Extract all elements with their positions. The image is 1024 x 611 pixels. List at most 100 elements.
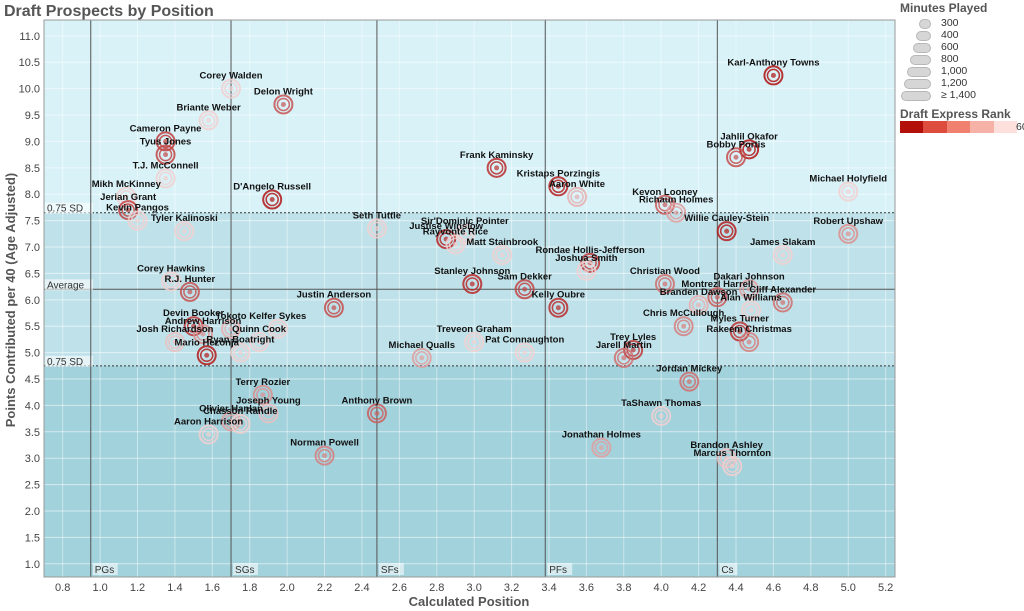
- x-tick-label: 2.6: [392, 582, 407, 594]
- y-tick-label: 11.0: [19, 31, 40, 43]
- data-point: [121, 203, 135, 217]
- data-point-ring: [161, 271, 182, 292]
- data-point-core: [269, 197, 275, 203]
- data-point: [776, 248, 790, 262]
- data-point-core: [724, 228, 730, 234]
- y-tick-label: 4.0: [25, 400, 40, 412]
- size-legend-label: 300: [941, 17, 959, 29]
- data-point-ring: [155, 144, 176, 165]
- data-point-core: [574, 194, 580, 200]
- sd-label: 0.75 SD: [47, 357, 83, 368]
- data-point-core: [172, 339, 178, 345]
- band-label-bg: [45, 202, 93, 214]
- data-point: [682, 374, 697, 389]
- data-point-ring: [772, 244, 793, 265]
- point-label: D'Angelo Russell: [233, 182, 311, 193]
- data-point-core: [200, 331, 206, 337]
- data-point-ring: [221, 78, 242, 99]
- point-label: Karl-Anthony Towns: [727, 57, 819, 68]
- data-point-core: [621, 355, 627, 361]
- data-point-core: [681, 323, 687, 329]
- rank-color-swatch: [946, 121, 971, 133]
- data-point-core: [187, 289, 193, 295]
- data-point-ring: [314, 445, 335, 466]
- position-label-bg: [233, 563, 259, 575]
- data-point-ring: [192, 324, 213, 345]
- x-tick-label: 4.0: [654, 582, 669, 594]
- data-point-core: [746, 339, 752, 345]
- legend-panel: Minutes Played 300 400 600 800 1,000 1,200 ≥ 1…: [897, 0, 1024, 140]
- data-point-ring: [262, 189, 283, 210]
- upper-band: [44, 20, 895, 213]
- size-legend-swatch: [907, 67, 931, 77]
- position-label-bg: [92, 563, 118, 575]
- data-point-ring: [716, 221, 737, 242]
- lower-band: [44, 365, 895, 577]
- point-label: Kevon Looney: [632, 187, 698, 198]
- x-tick-label: 2.4: [354, 582, 369, 594]
- data-point-ring: [739, 332, 760, 353]
- data-point: [654, 409, 668, 423]
- point-label: Sir'Dominic Pointer: [421, 216, 509, 227]
- data-point: [224, 81, 238, 96]
- sd-label: 0.75 SD: [47, 204, 83, 215]
- point-label: Alan Williams: [720, 292, 782, 303]
- data-point-core: [237, 421, 243, 427]
- data-point: [370, 406, 384, 421]
- point-label: Tokoto: [216, 311, 247, 322]
- data-point: [691, 298, 706, 312]
- point-label: Marcus Thornton: [693, 448, 771, 459]
- point-label: Terry Rozier: [235, 377, 290, 388]
- chart-title: Draft Prospects by Position: [4, 3, 214, 20]
- data-point-core: [228, 326, 234, 332]
- data-point-ring: [366, 403, 387, 424]
- data-point: [164, 274, 178, 289]
- data-point-core: [462, 231, 468, 237]
- data-point-core: [163, 152, 169, 158]
- point-label: Montrezl Harrell: [681, 279, 753, 290]
- data-point-ring: [221, 318, 242, 339]
- x-tick-label: 3.6: [579, 582, 594, 594]
- data-point-core: [746, 286, 752, 292]
- y-tick-label: 6.0: [25, 295, 40, 307]
- size-legend-label: 1,200: [941, 77, 968, 89]
- data-point: [658, 277, 672, 291]
- data-point-ring: [576, 260, 597, 281]
- data-point: [710, 290, 725, 304]
- point-label: Quinn Cook: [232, 324, 287, 335]
- point-label: Pat Connaughton: [485, 335, 564, 346]
- data-point: [489, 161, 504, 175]
- y-tick-label: 1.5: [25, 532, 40, 544]
- data-point: [766, 68, 781, 83]
- data-point: [669, 205, 683, 220]
- point-label: Tyus Jones: [140, 137, 192, 148]
- data-point-ring: [492, 244, 513, 265]
- data-point-ring: [221, 411, 242, 432]
- data-point: [317, 448, 332, 463]
- data-point-core: [714, 294, 720, 300]
- x-tick-label: 4.8: [803, 582, 818, 594]
- point-label: Corey Hawkins: [137, 263, 205, 274]
- data-point-core: [737, 328, 743, 334]
- data-point-core: [265, 410, 271, 416]
- data-point-ring: [273, 94, 294, 115]
- x-axis-label: Calculated Position: [409, 594, 530, 609]
- y-tick-label: 2.5: [25, 480, 40, 492]
- point-label: Mikh McKinney: [92, 179, 162, 190]
- data-point-ring: [174, 221, 195, 242]
- point-label: Christian Wood: [630, 266, 700, 277]
- size-legend-swatch: [919, 19, 931, 29]
- data-point-ring: [651, 405, 672, 426]
- y-tick-label: 7.5: [25, 216, 40, 228]
- data-point-core: [662, 281, 668, 287]
- data-point: [261, 406, 276, 421]
- point-label: Matt Stainbrook: [466, 237, 538, 248]
- data-point-ring: [249, 332, 270, 353]
- data-point: [201, 427, 216, 442]
- point-label: Anthony Brown: [342, 395, 413, 406]
- data-point-core: [260, 392, 266, 398]
- point-label: Mario Hezonja: [175, 337, 240, 348]
- point-label: Chris McCullough: [643, 308, 724, 319]
- data-point-core: [630, 347, 636, 353]
- point-label: Rayvonte Rice: [423, 226, 488, 237]
